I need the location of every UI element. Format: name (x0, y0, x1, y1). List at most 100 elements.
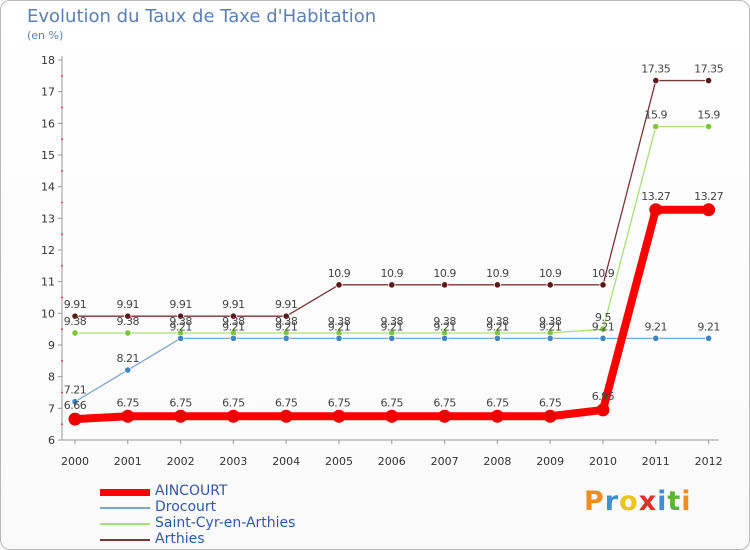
data-label: 9.38 (381, 315, 404, 328)
data-label: 9.21 (645, 320, 668, 333)
y-minor-dot (61, 296, 63, 299)
y-tick-label: 8 (48, 371, 55, 384)
legend-label: Saint-Cyr-en-Arthies (155, 515, 296, 531)
data-point (599, 281, 607, 289)
data-point (335, 334, 343, 342)
data-point (177, 334, 185, 342)
y-minor-dot (61, 423, 63, 426)
data-label: 9.21 (697, 320, 720, 333)
data-label: 6.75 (222, 396, 245, 409)
data-label: 9.38 (275, 315, 298, 328)
data-label: 6.75 (381, 396, 404, 409)
data-point (388, 281, 396, 289)
data-label: 9.91 (117, 298, 140, 311)
data-label: 9.21 (539, 320, 562, 333)
data-point (546, 334, 554, 342)
logo-letter: i (681, 486, 692, 517)
data-point (71, 312, 79, 320)
data-label: 9.21 (169, 320, 192, 333)
x-tick-label: 2007 (431, 455, 459, 468)
x-tick-label: 2002 (167, 455, 195, 468)
data-label: 13.27 (694, 190, 723, 203)
data-point (385, 409, 399, 423)
data-label: 9.91 (222, 298, 245, 311)
legend-label: Drocourt (155, 499, 217, 515)
x-tick-label: 2005 (325, 455, 353, 468)
data-point (493, 281, 501, 289)
chart-data-labels: 9.91 9.91 9.91 9.91 9.91 10.9 10.9 10.9 10.9 10.9… (64, 63, 724, 413)
x-tick-label: 2011 (642, 455, 670, 468)
data-point (702, 203, 716, 217)
data-label: 9.21 (592, 320, 615, 333)
data-point (282, 312, 290, 320)
y-tick-label: 14 (41, 181, 55, 194)
data-label: 13.27 (641, 190, 670, 203)
chart-title: Evolution du Taux de Taxe d'Habitation (27, 6, 377, 27)
data-label: 9.38 (169, 315, 192, 328)
data-point (71, 329, 79, 337)
data-label: 6.75 (328, 396, 351, 409)
logo-letter: P (584, 486, 605, 517)
data-label: 9.21 (275, 320, 298, 333)
data-point (438, 409, 452, 423)
y-minor-dot (61, 106, 63, 109)
data-point (177, 312, 185, 320)
y-tick-label: 12 (41, 244, 55, 257)
data-label: 6.75 (169, 396, 192, 409)
y-tick-label: 13 (41, 212, 55, 225)
data-label: 6.66 (64, 399, 87, 412)
y-tick-label: 6 (48, 434, 55, 447)
data-point (546, 281, 554, 289)
data-point (652, 334, 660, 342)
y-minor-dot (61, 233, 63, 236)
logo-letter: o (619, 486, 639, 517)
data-point (652, 122, 660, 131)
data-point (226, 409, 240, 423)
data-point (543, 409, 557, 423)
data-label: 10.9 (381, 267, 404, 280)
chart-axes: 6 7 8 9 10 11 12 13 14 15 16 17 18 2000 2001 2002 2003 20… (41, 54, 723, 468)
data-point (649, 203, 663, 217)
data-point (599, 334, 607, 342)
data-label: 6.75 (486, 396, 509, 409)
x-tick-label: 2003 (219, 455, 247, 468)
data-label: 9.38 (117, 315, 140, 328)
y-minor-dot (61, 359, 63, 362)
chart-lines (71, 79, 713, 424)
data-point (282, 334, 290, 342)
chart-points (68, 76, 716, 426)
data-label: 9.5 (595, 311, 611, 324)
x-tick-label: 2001 (114, 455, 142, 468)
y-minor-dot (61, 138, 63, 141)
y-tick-label: 10 (41, 307, 55, 320)
data-label: 6.75 (275, 396, 298, 409)
data-label: 9.38 (433, 315, 456, 328)
data-point (279, 409, 293, 423)
data-label: 9.21 (222, 320, 245, 333)
series-line-arthies (74, 79, 710, 317)
data-label: 9.38 (539, 315, 562, 328)
data-point (596, 403, 610, 417)
data-point (68, 412, 82, 426)
legend-label: AINCOURT (155, 483, 228, 499)
data-label: 6.95 (592, 390, 615, 403)
data-point (493, 334, 501, 342)
y-tick-label: 15 (41, 149, 55, 162)
data-label: 9.38 (486, 315, 509, 328)
legend-swatch (100, 539, 150, 541)
data-point (440, 281, 449, 289)
data-label: 10.9 (592, 267, 615, 280)
data-label: 9.91 (169, 298, 192, 311)
data-point (229, 334, 237, 342)
data-label: 9.38 (328, 315, 351, 328)
data-label: 7.21 (64, 384, 87, 397)
data-point (229, 312, 237, 320)
data-point (124, 329, 132, 337)
data-point (124, 366, 132, 374)
y-minor-dot (61, 391, 63, 394)
logo-letter: x (638, 486, 658, 517)
data-label: 9.21 (486, 320, 509, 333)
data-label: 10.9 (328, 267, 351, 280)
y-tick-label: 17 (41, 86, 55, 99)
